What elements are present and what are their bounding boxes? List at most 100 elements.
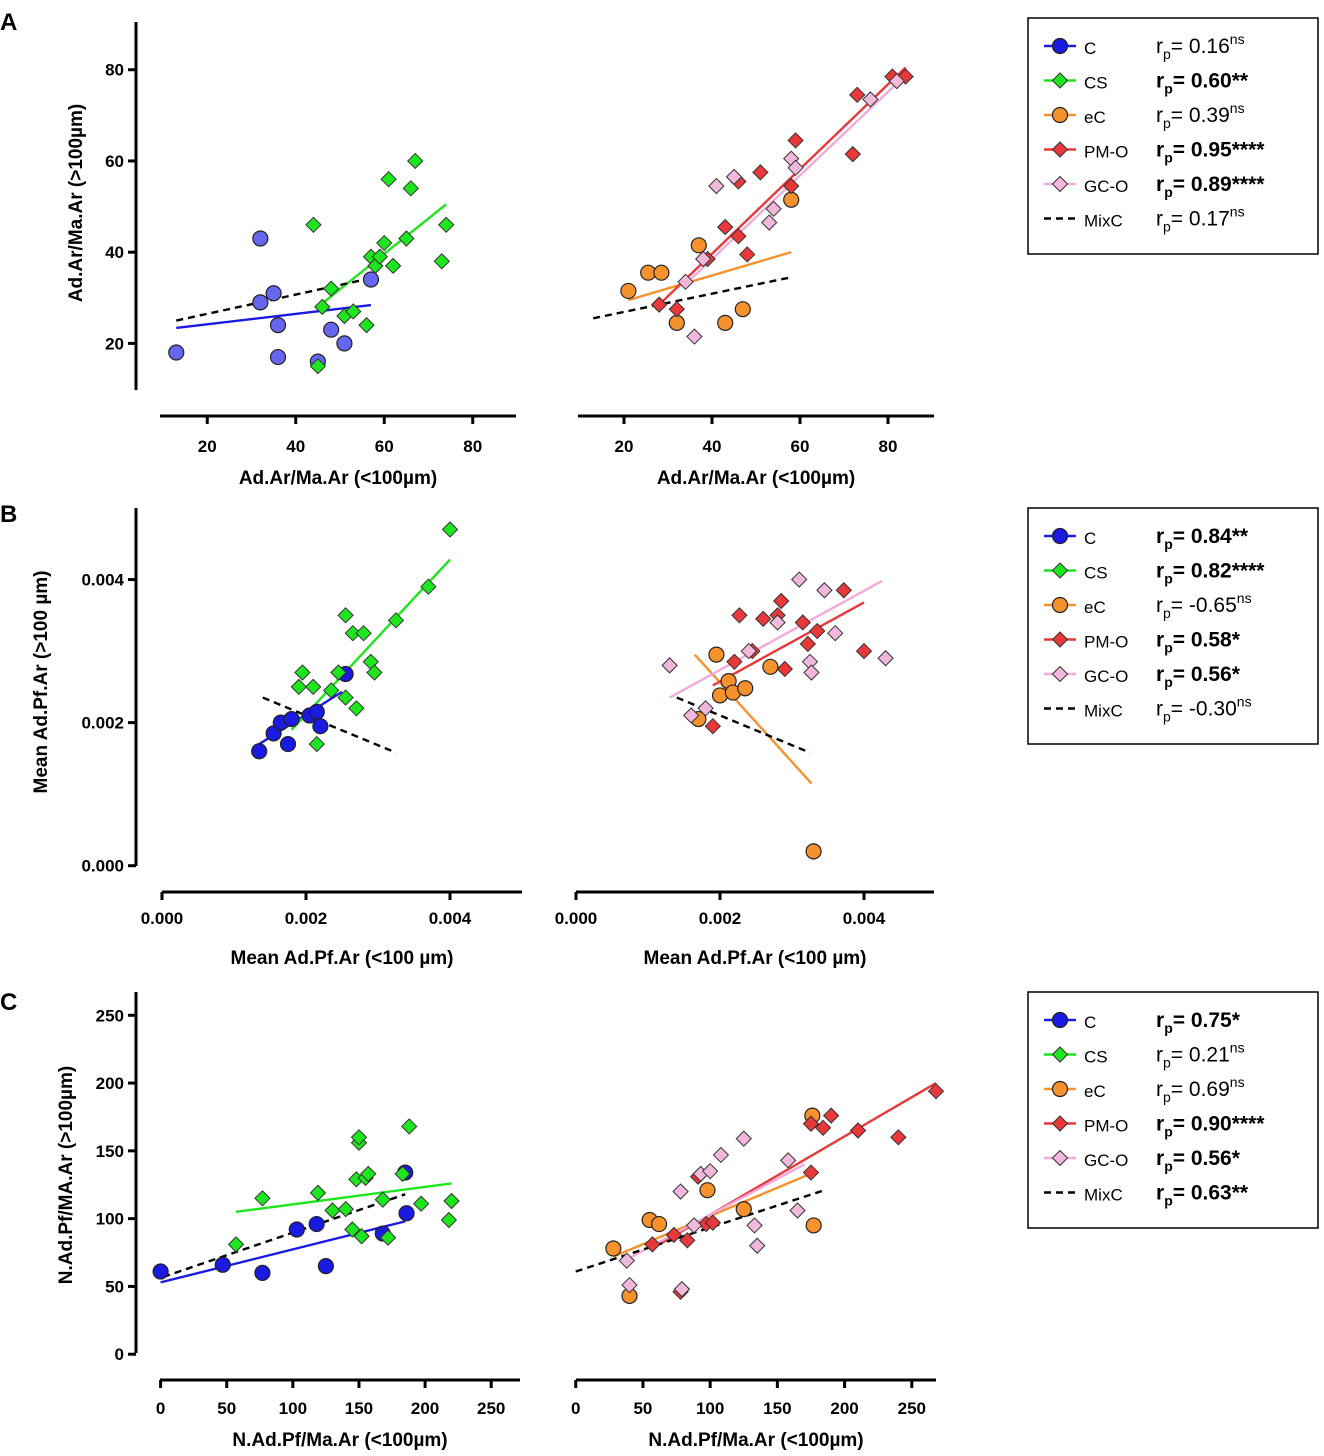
point-pm-o (782, 177, 800, 195)
x-tick-label: 200 (830, 1399, 858, 1418)
point-gc-o (787, 159, 804, 176)
x-axis-label: Ad.Ar/Ma.Ar (<100µm) (657, 468, 855, 489)
point-cs (441, 521, 459, 538)
subplot-right: 20 40 60 80 Ad.Ar/Ma.Ar (<100µm) (578, 66, 934, 489)
point-gc-o (748, 1237, 766, 1254)
point-pm-o (799, 635, 817, 653)
point-cs (443, 1192, 460, 1210)
point-c (362, 271, 380, 288)
x-axis-label: Mean Ad.Pf.Ar (<100 µm) (231, 948, 454, 969)
point-c (269, 348, 287, 366)
point-gc-o (765, 200, 782, 218)
point-cs (305, 216, 322, 234)
x-tick-label: 80 (463, 437, 482, 456)
point-cs (309, 357, 327, 375)
legend-correlation: rp= 0.17ns (1156, 204, 1245, 235)
point-pm-o (776, 660, 794, 678)
legend-marker-pm-o (1051, 141, 1069, 158)
point-cs (420, 578, 437, 595)
point-cs (384, 257, 402, 275)
point-ec (734, 301, 751, 318)
legend-series-name: MixC (1084, 212, 1123, 231)
point-gc-o (694, 250, 712, 268)
legend-marker-c (1051, 527, 1069, 545)
point-c (283, 710, 300, 728)
point-cs (402, 180, 420, 197)
point-cs (358, 316, 375, 334)
legend-correlation: rp= 0.56* (1156, 1147, 1241, 1174)
point-pm-o (679, 1232, 696, 1249)
y-tick-label: 0 (115, 1345, 124, 1364)
point-c (252, 230, 269, 247)
x-tick-label: 40 (286, 437, 305, 456)
x-tick-label: 0.002 (699, 909, 742, 928)
legend-series-name: GC-O (1084, 667, 1128, 686)
point-gc-o (888, 72, 906, 90)
point-gc-o (672, 1183, 689, 1200)
subplot-left: 0 50 100 150 200 250 N.Ad.Pf/Ma.Ar (<100µm) (152, 1118, 520, 1451)
point-c (265, 285, 282, 302)
point-cs (254, 1190, 271, 1207)
legend-series-name: CS (1084, 1048, 1108, 1067)
point-cs (322, 280, 340, 297)
x-tick-label: 0 (156, 1399, 165, 1418)
legend-marker-pm-o (1051, 631, 1069, 648)
point-gc-o (760, 214, 778, 231)
point-c (251, 743, 268, 760)
point-gc-o (685, 1217, 703, 1234)
point-gc-o (697, 700, 714, 717)
point-ec (650, 1215, 668, 1233)
point-ec (805, 1217, 822, 1234)
legend-correlation: rp= 0.82**** (1156, 560, 1265, 587)
point-c (317, 1257, 335, 1275)
point-gc-o (661, 657, 678, 674)
y-tick-label: 40 (105, 243, 124, 262)
legend-correlation: rp= 0.90**** (1156, 1113, 1265, 1140)
legend-marker-ec (1051, 1080, 1069, 1098)
point-c (323, 321, 340, 338)
legend-series-name: CS (1084, 74, 1108, 93)
point-cs (290, 678, 308, 696)
point-gc-o (790, 571, 808, 588)
point-gc-o (621, 1276, 638, 1294)
legend-correlation: rp= 0.69ns (1156, 1074, 1245, 1105)
point-cs (401, 1118, 418, 1135)
y-tick-label: 250 (96, 1006, 124, 1025)
point-cs (407, 152, 424, 170)
legend-correlation: rp= 0.63** (1156, 1182, 1249, 1209)
point-gc-o (673, 1280, 691, 1298)
point-gc-o (701, 1162, 719, 1180)
x-tick-label: 150 (763, 1399, 791, 1418)
point-c (252, 294, 269, 311)
fit-line-pm-o (658, 66, 907, 306)
legend-series-name: MixC (1084, 702, 1123, 721)
point-cs (314, 298, 331, 316)
x-tick-label: 50 (217, 1399, 236, 1418)
x-tick-label: 0.004 (429, 909, 472, 928)
legend-marker-cs (1051, 72, 1069, 89)
point-pm-o (754, 610, 772, 628)
point-cs (440, 1211, 458, 1229)
x-tick-label: 150 (345, 1399, 373, 1418)
point-c (398, 1205, 415, 1222)
subplot-right: 0.000 0.002 0.004 Mean Ad.Pf.Ar (<100 µm) (555, 571, 934, 969)
point-gc-o (862, 91, 879, 108)
y-tick-label: 50 (105, 1277, 124, 1296)
point-cs (294, 664, 311, 681)
legend-correlation: rp= 0.58* (1156, 629, 1241, 656)
y-axis-label: N.Ad.Pf/MA.Ar (>100µm) (56, 1066, 77, 1284)
point-cs (350, 1129, 368, 1146)
point-c (308, 1215, 325, 1233)
panel-A: A 20 40 60 80 Ad.Ar/Ma.Ar (>100µm) 20 40 60 80 Ad.… (0, 9, 1319, 489)
point-ec (690, 237, 707, 254)
x-axis-label: Ad.Ar/Ma.Ar (<100µm) (239, 468, 437, 489)
point-cs (337, 1200, 354, 1218)
point-pm-o (835, 582, 853, 599)
point-ec (737, 680, 754, 697)
legend-marker-gc-o (1051, 665, 1069, 683)
point-gc-o (789, 1202, 806, 1219)
point-gc-o (712, 1146, 730, 1164)
legend-box (1027, 507, 1319, 745)
point-pm-o (849, 1122, 867, 1139)
